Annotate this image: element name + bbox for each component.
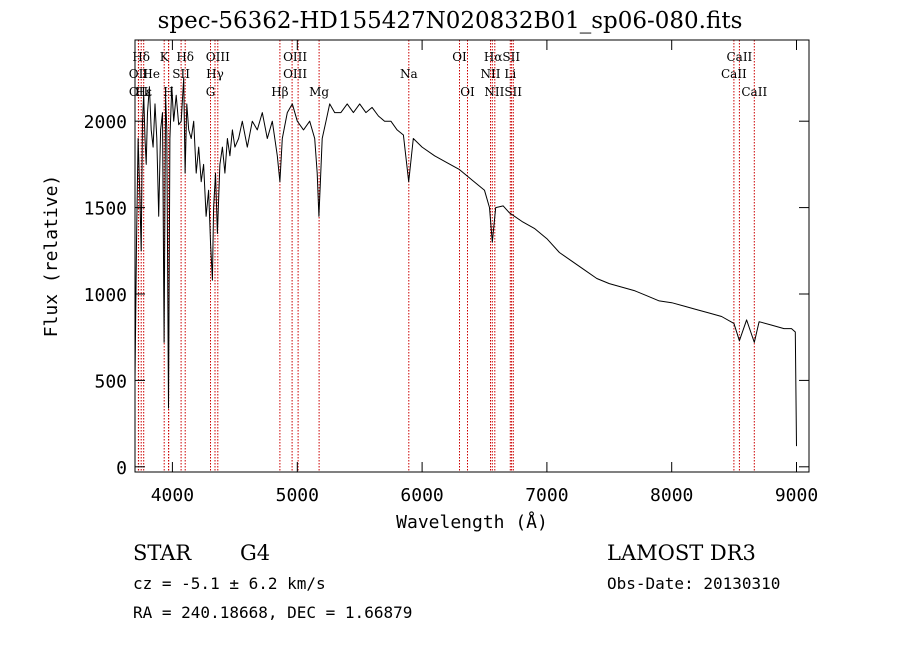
object-class: STAR: [133, 541, 192, 565]
y-tick-label: 2000: [84, 112, 127, 133]
line-label-li: Li: [504, 67, 516, 81]
x-tick-label: 7000: [525, 485, 568, 506]
line-label-nii: NII: [481, 67, 501, 81]
y-axis-label: Flux (relative): [41, 175, 62, 338]
y-tick-label: 1500: [84, 199, 127, 220]
y-tick-label: 500: [94, 371, 127, 392]
x-tick-label: 6000: [400, 485, 443, 506]
ticks-layer: 4000 5000 6000 7000 8000 9000 0 500 1000 1500 2000: [84, 40, 818, 506]
line-label-k: K: [160, 50, 170, 64]
x-tick-label: 9000: [775, 485, 818, 506]
y-tick-label: 0: [116, 458, 127, 479]
y-tick-label: 1000: [84, 285, 127, 306]
spectrum-line: [134, 77, 797, 447]
line-label-niisii: NIISII: [484, 85, 522, 99]
line-label-oi: OI: [460, 85, 475, 99]
line-label-oi: OI: [452, 50, 467, 64]
line-label-oii: OII: [129, 85, 149, 99]
line-label-caii: CaII: [726, 50, 752, 64]
line-label-hγ: Hγ: [206, 67, 224, 81]
object-subclass: G4: [240, 541, 271, 565]
line-label-oiii: OIII: [206, 50, 230, 64]
spectral-lines-layer: [137, 40, 755, 472]
x-tick-label: 5000: [276, 485, 319, 506]
line-label-caii: CaII: [721, 67, 747, 81]
survey-name: LAMOST DR3: [607, 541, 756, 565]
line-label-oiii: OIII: [283, 50, 307, 64]
line-label-hβ: Hβ: [271, 85, 288, 99]
x-tick-label: 8000: [650, 485, 693, 506]
line-label-g: G: [206, 85, 216, 99]
line-label-hδ: Hδ: [176, 50, 194, 64]
chart-title: spec-56362-HD155427N020832B01_sp06-080.f…: [157, 8, 743, 34]
observation-date: Obs-Date: 20130310: [607, 574, 781, 593]
line-label-na: Na: [400, 67, 418, 81]
line-label-hδ: Hδ: [132, 50, 150, 64]
coordinates: RA = 240.18668, DEC = 1.66879: [133, 603, 413, 622]
line-label-hε: Hε: [135, 85, 152, 99]
line-label-h: H: [163, 85, 173, 99]
x-tick-label: 4000: [151, 485, 194, 506]
line-label-he: He: [142, 67, 160, 81]
plot-frame: [134, 39, 810, 473]
line-label-mg: Mg: [309, 85, 329, 99]
line-label-caii: CaII: [741, 85, 767, 99]
redshift-value: cz = -5.1 ± 6.2 km/s: [133, 574, 326, 593]
x-axis-label: Wavelength (Å): [396, 511, 548, 533]
spectrum-layer: [134, 77, 797, 447]
line-label-hαsii: HαSII: [484, 50, 521, 64]
line-label-oii: OII: [129, 67, 149, 81]
line-label-oiii: OIII: [283, 67, 307, 81]
line-label-sii: SII: [172, 67, 190, 81]
